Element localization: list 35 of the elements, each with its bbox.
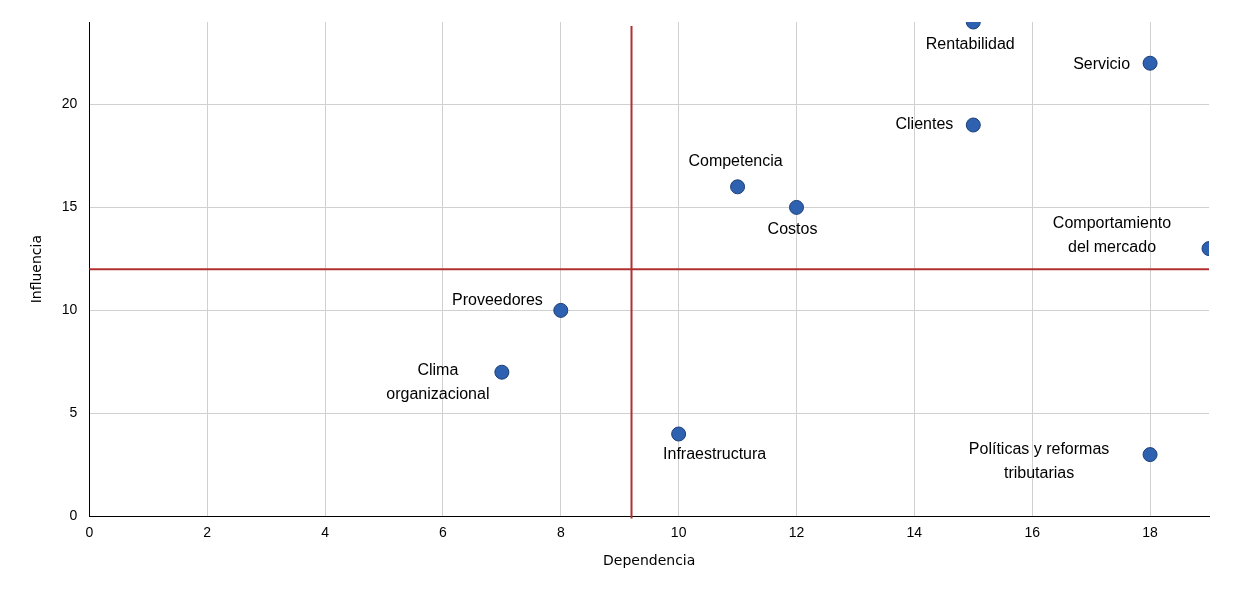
annotation: Políticas y reformas tributarias: [968, 440, 1110, 482]
point: [789, 199, 805, 215]
annotation: Clima organizacional: [386, 360, 490, 402]
x-tick-label: 2: [203, 523, 212, 540]
annotation: Proveedores: [452, 290, 543, 308]
y-tick-label: 10: [61, 301, 78, 318]
x-tick-label: 8: [556, 523, 565, 540]
annotation: Competencia: [688, 152, 783, 170]
y-tick-label: 0: [69, 507, 78, 524]
annotation: Comportamiento del mercado: [1052, 214, 1172, 256]
point: [1142, 447, 1158, 463]
point: [1142, 55, 1158, 71]
point: [965, 117, 981, 133]
point: [730, 179, 746, 195]
y-tick-label: 5: [69, 404, 78, 421]
x-tick-label: 10: [670, 523, 687, 540]
annotation: Clientes: [895, 115, 954, 133]
point: [494, 364, 510, 380]
annotation: Rentabilidad: [925, 35, 1015, 53]
x-tick-label: 4: [321, 523, 330, 540]
y-axis-title: Influencia: [28, 235, 45, 304]
point: [671, 426, 687, 442]
y-tick-label: 20: [61, 95, 78, 112]
x-tick-label: 16: [1024, 523, 1041, 540]
annotation: Costos: [767, 219, 818, 237]
y-tick-label: 15: [61, 198, 78, 215]
point: [553, 302, 569, 318]
x-tick-label: 12: [788, 523, 805, 540]
annotation: Infraestructura: [663, 445, 767, 463]
x-axis-title: Dependencia: [603, 552, 696, 569]
annotation: Servicio: [1073, 54, 1131, 72]
x-tick-label: 0: [85, 523, 94, 540]
x-tick-label: 18: [1142, 523, 1159, 540]
x-tick-label: 14: [906, 523, 923, 540]
x-tick-label: 6: [439, 523, 448, 540]
